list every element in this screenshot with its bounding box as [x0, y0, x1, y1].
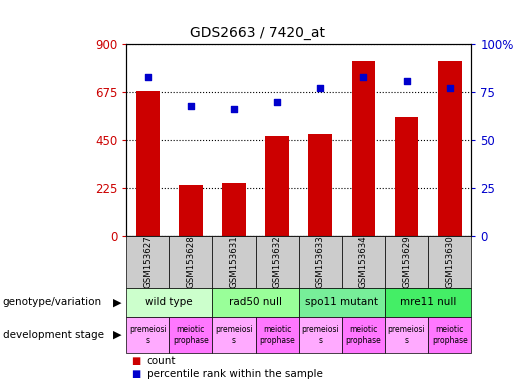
- Bar: [169, 236, 212, 288]
- Text: count: count: [147, 356, 176, 366]
- Bar: [385, 317, 428, 353]
- Point: [402, 78, 410, 84]
- Text: mre11 null: mre11 null: [400, 297, 456, 308]
- Bar: [342, 236, 385, 288]
- Text: premeiosi
s: premeiosi s: [388, 325, 425, 345]
- Bar: [428, 317, 471, 353]
- Text: ▶: ▶: [112, 297, 121, 308]
- Bar: [342, 317, 385, 353]
- Bar: [352, 61, 375, 236]
- Text: GSM153632: GSM153632: [272, 236, 282, 288]
- Bar: [212, 236, 255, 288]
- Bar: [126, 236, 169, 288]
- Text: GSM153628: GSM153628: [186, 236, 195, 288]
- Text: ■: ■: [131, 356, 141, 366]
- Bar: [222, 183, 246, 236]
- Text: GSM153633: GSM153633: [316, 236, 325, 288]
- Bar: [299, 236, 342, 288]
- Bar: [394, 117, 418, 236]
- Point: [144, 74, 152, 80]
- Bar: [385, 288, 471, 317]
- Bar: [308, 134, 332, 236]
- Point: [187, 103, 195, 109]
- Point: [316, 85, 324, 91]
- Text: GSM153631: GSM153631: [230, 236, 238, 288]
- Text: meiotic
prophase: meiotic prophase: [432, 325, 468, 345]
- Bar: [385, 236, 428, 288]
- Bar: [179, 185, 203, 236]
- Text: meiotic
prophase: meiotic prophase: [173, 325, 209, 345]
- Text: development stage: development stage: [3, 330, 104, 340]
- Text: genotype/variation: genotype/variation: [3, 297, 101, 308]
- Bar: [212, 317, 255, 353]
- Text: premeiosi
s: premeiosi s: [301, 325, 339, 345]
- Text: GSM153634: GSM153634: [359, 236, 368, 288]
- Bar: [169, 317, 212, 353]
- Text: premeiosi
s: premeiosi s: [215, 325, 253, 345]
- Bar: [255, 236, 299, 288]
- Text: GSM153630: GSM153630: [445, 236, 454, 288]
- Text: percentile rank within the sample: percentile rank within the sample: [147, 369, 323, 379]
- Bar: [428, 236, 471, 288]
- Bar: [136, 91, 160, 236]
- Bar: [126, 288, 212, 317]
- Bar: [438, 61, 461, 236]
- Bar: [299, 317, 342, 353]
- Point: [445, 85, 454, 91]
- Text: meiotic
prophase: meiotic prophase: [346, 325, 381, 345]
- Bar: [299, 288, 385, 317]
- Text: ■: ■: [131, 369, 141, 379]
- Point: [230, 106, 238, 113]
- Text: meiotic
prophase: meiotic prophase: [259, 325, 295, 345]
- Text: spo11 mutant: spo11 mutant: [305, 297, 379, 308]
- Bar: [255, 317, 299, 353]
- Bar: [212, 288, 299, 317]
- Text: premeiosi
s: premeiosi s: [129, 325, 167, 345]
- Point: [273, 99, 281, 105]
- Bar: [265, 136, 289, 236]
- Text: GDS2663 / 7420_at: GDS2663 / 7420_at: [190, 26, 325, 40]
- Text: GSM153629: GSM153629: [402, 236, 411, 288]
- Text: rad50 null: rad50 null: [229, 297, 282, 308]
- Text: wild type: wild type: [146, 297, 193, 308]
- Bar: [126, 317, 169, 353]
- Point: [359, 74, 368, 80]
- Text: GSM153627: GSM153627: [143, 236, 152, 288]
- Text: ▶: ▶: [112, 330, 121, 340]
